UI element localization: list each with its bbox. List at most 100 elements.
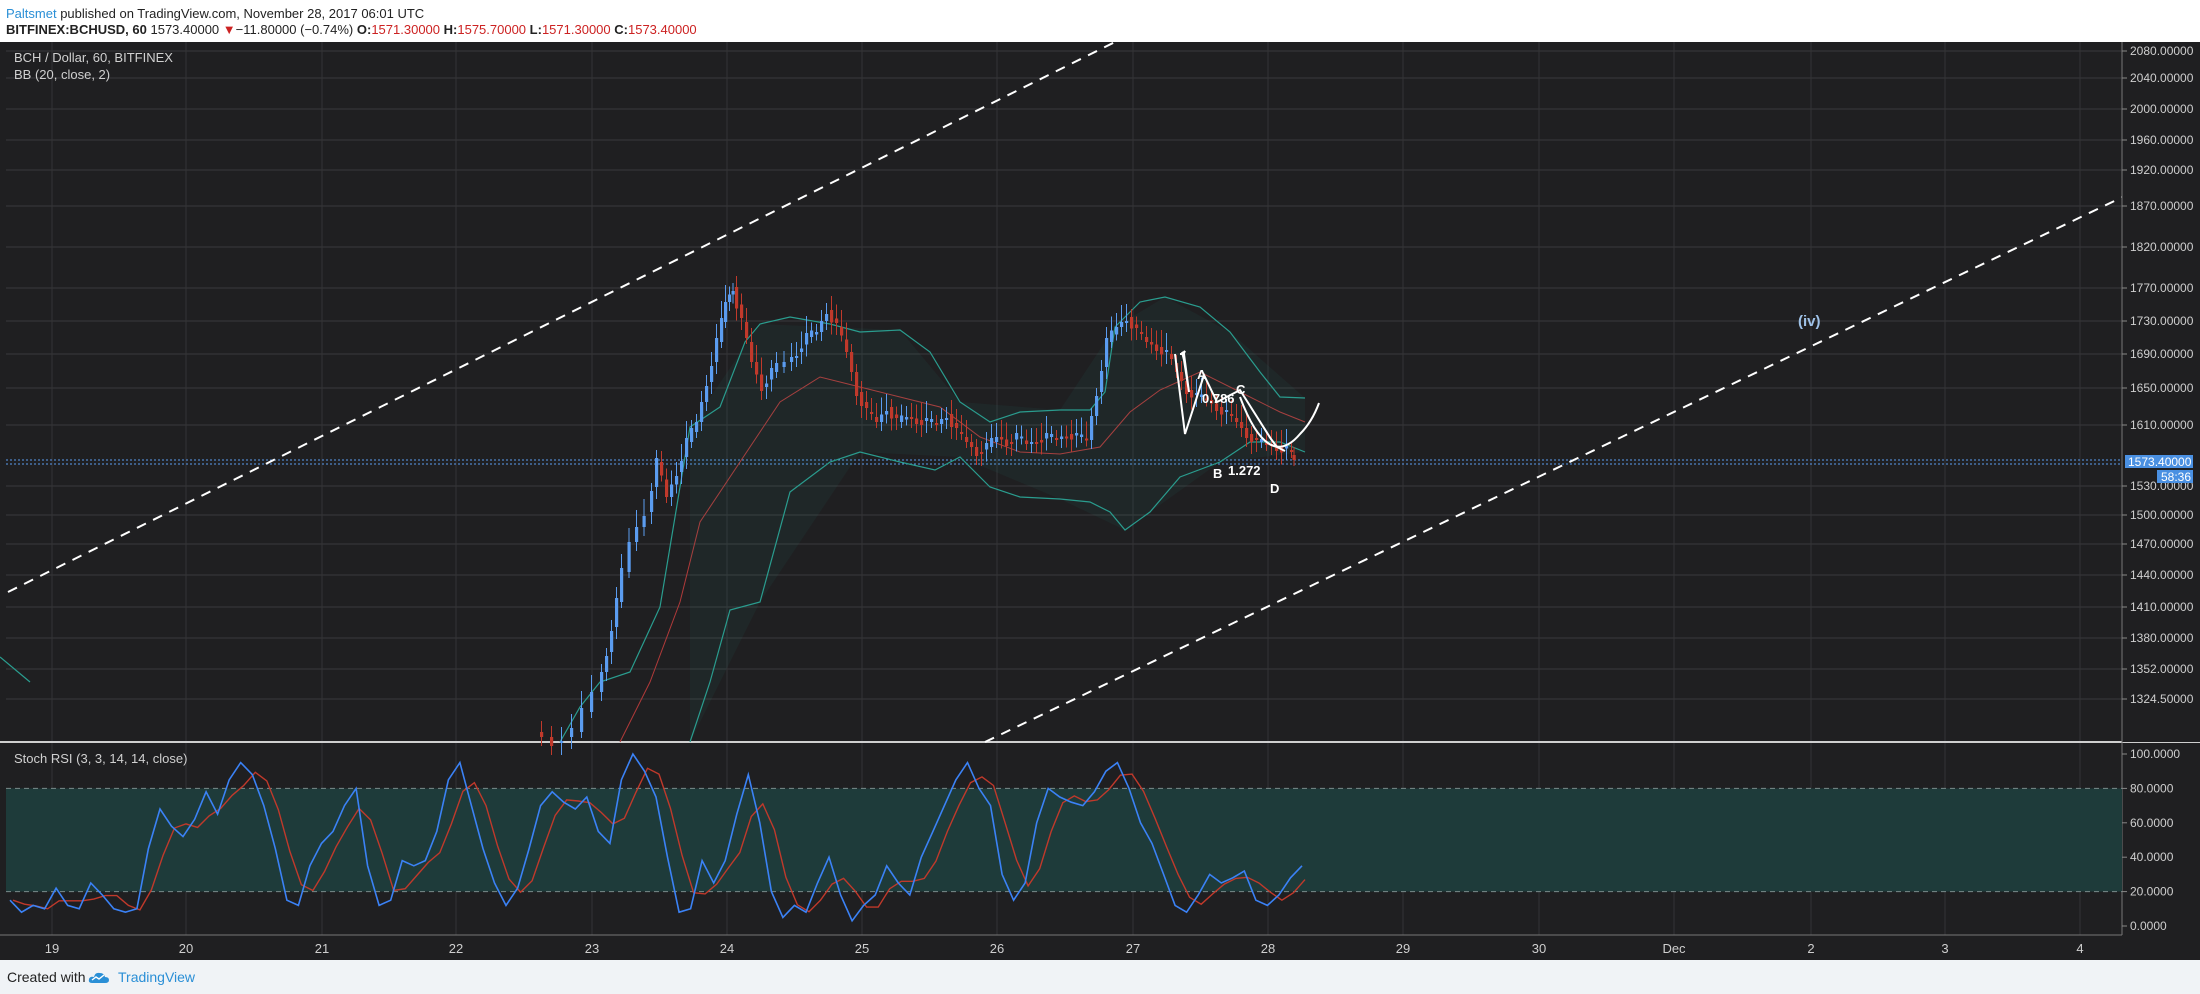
candle-body <box>1220 407 1224 415</box>
candle-body <box>1005 439 1009 446</box>
osc-tick-label: 40.0000 <box>2130 850 2174 864</box>
candle-body <box>900 415 904 422</box>
grid <box>0 42 2200 935</box>
candle-body <box>605 656 609 672</box>
chart-area[interactable]: (iv) A B C D 0.786 1.272 2080.00000 2040.… <box>0 42 2200 960</box>
stoch-rsi-pane[interactable]: 100.0000 80.0000 60.0000 40.0000 20.0000 0.00… <box>6 747 2180 933</box>
y-tick-label: 1690.00000 <box>2130 347 2194 361</box>
osc-tick-label: 20.0000 <box>2130 885 2174 899</box>
candle-body <box>1290 450 1294 452</box>
candle-body <box>635 527 639 542</box>
oscillator-title: Stoch RSI (3, 3, 14, 14, close) <box>14 751 187 766</box>
osc-tick-label: 0.0000 <box>2130 919 2167 933</box>
candle-body <box>745 322 749 338</box>
candle-body <box>755 362 759 375</box>
y-tick-label: 1500.00000 <box>2130 508 2194 522</box>
candle-body <box>685 438 689 457</box>
last-price-tag <box>2125 455 2193 468</box>
y-tick-label: 1470.00000 <box>2130 537 2194 551</box>
x-tick-label: 26 <box>990 941 1004 956</box>
bb-upper-band <box>0 296 1306 743</box>
candle-body <box>885 411 889 415</box>
candle-body <box>800 348 804 352</box>
candle-body <box>1060 436 1064 439</box>
y-tick-label: 1610.00000 <box>2130 418 2194 432</box>
candle-body <box>750 342 754 362</box>
candle-body <box>965 437 969 442</box>
upper-channel-line[interactable] <box>7 42 1116 593</box>
x-tick-label: 21 <box>315 941 329 956</box>
price-axis[interactable]: 2080.00000 2040.00000 2000.00000 1960.00000… <box>2121 42 2200 935</box>
price-axis-bg <box>2122 42 2200 742</box>
candle-body <box>1155 344 1159 351</box>
candle-body <box>1205 398 1209 401</box>
last-price: 1573.40000 <box>150 22 220 37</box>
candle-body <box>1080 434 1084 437</box>
candle-body <box>1075 433 1079 436</box>
candle-body <box>1070 434 1074 440</box>
candle-body <box>600 672 604 692</box>
candle-body <box>1145 337 1149 342</box>
candle-body <box>1040 440 1044 443</box>
candle-body <box>980 452 984 454</box>
candle-body <box>815 332 819 335</box>
candle-body <box>1085 438 1089 441</box>
y-tick-label: 1730.00000 <box>2130 314 2194 328</box>
candle-body <box>615 598 619 627</box>
candle-body <box>1055 438 1059 440</box>
x-tick-label: 20 <box>179 941 193 956</box>
candle-body <box>1215 403 1219 411</box>
created-with-text: Created with <box>7 969 86 985</box>
chart-title: BCH / Dollar, 60, BITFINEX <box>14 50 173 65</box>
candle-body <box>735 287 739 309</box>
stoch-k-line <box>9 752 1303 923</box>
candle-body <box>935 423 939 425</box>
x-tick-label: 19 <box>45 941 59 956</box>
candle-body <box>1090 416 1094 440</box>
ratio-0786-label: 0.786 <box>1202 391 1235 406</box>
candle-body <box>985 443 989 450</box>
candle-body <box>627 542 631 572</box>
candle-body <box>925 418 929 421</box>
drawings: (iv) A B C D 0.786 1.272 <box>7 42 2155 743</box>
candle-body <box>1195 393 1199 395</box>
candle-body <box>995 437 999 442</box>
x-tick-label: Dec <box>1662 941 1686 956</box>
candle-body <box>1260 439 1264 442</box>
time-axis[interactable]: 19 20 21 22 23 24 25 26 27 28 29 30 Dec 2 3 4 <box>0 934 2122 956</box>
x-tick-label: 30 <box>1532 941 1546 956</box>
x-tick-label: 29 <box>1396 941 1410 956</box>
candle-body <box>1185 381 1189 394</box>
candle-body <box>782 362 786 367</box>
countdown-label: 58:36 <box>2161 470 2191 484</box>
candle-body <box>728 294 732 302</box>
candle-body <box>720 318 724 342</box>
candle-body <box>920 420 924 425</box>
open-label: O: <box>356 22 372 37</box>
candle-body <box>830 310 834 323</box>
candle-body <box>850 352 854 372</box>
candle-body <box>790 357 794 362</box>
abcd-pattern-line[interactable] <box>1181 351 1190 393</box>
close-label: C: <box>614 22 628 37</box>
candle-body <box>945 418 949 420</box>
tradingview-link[interactable]: TradingView <box>118 969 196 985</box>
candle-body <box>1160 347 1164 355</box>
low-value: 1571.30000 <box>541 22 611 37</box>
candle-body <box>700 402 704 422</box>
publish-info: Paltsmet published on TradingView.com, N… <box>6 3 424 25</box>
candle-body <box>970 442 974 447</box>
candle-body <box>715 338 719 362</box>
candle-body <box>1100 371 1104 392</box>
candle-body <box>1105 338 1109 367</box>
lower-channel-line[interactable] <box>984 181 2155 743</box>
bb-lower-band <box>689 441 1306 743</box>
candle-body <box>1235 418 1239 422</box>
wave-label: (iv) <box>1798 313 1821 330</box>
author-link[interactable]: Paltsmet <box>6 6 57 21</box>
price-chart[interactable]: (iv) A B C D 0.786 1.272 2080.000002040.… <box>0 42 2200 960</box>
cup-arc[interactable] <box>1239 396 1320 448</box>
y-tick-label: 1820.00000 <box>2130 240 2194 254</box>
candle-body <box>810 330 814 337</box>
candle-body <box>740 304 744 318</box>
